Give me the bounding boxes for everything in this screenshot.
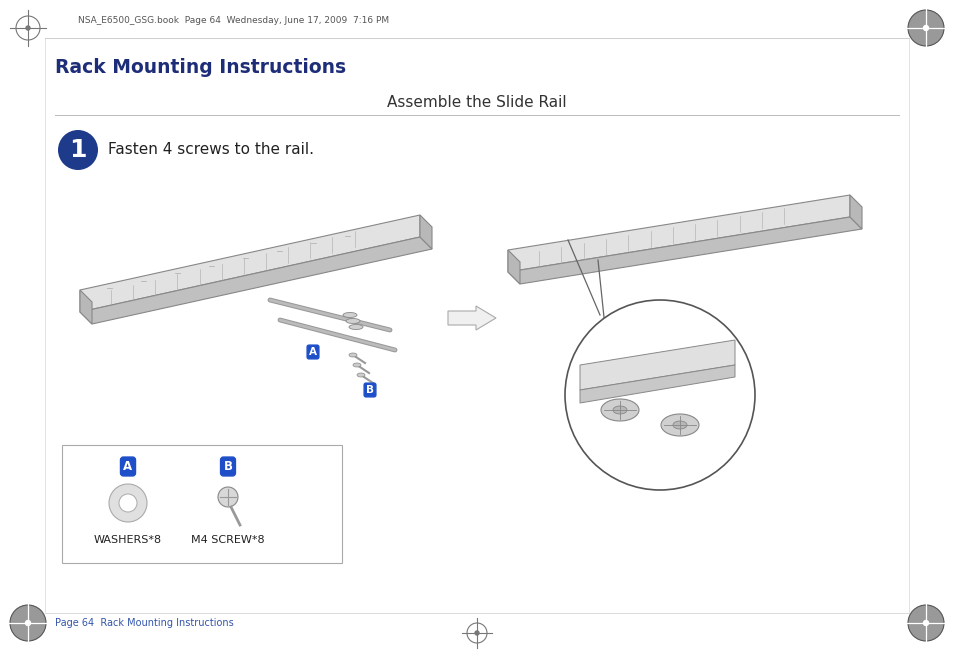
Polygon shape: [419, 215, 432, 249]
Polygon shape: [507, 250, 519, 284]
Text: Rack Mounting Instructions: Rack Mounting Instructions: [55, 58, 346, 77]
Circle shape: [26, 620, 30, 626]
Polygon shape: [849, 195, 862, 229]
Ellipse shape: [349, 324, 363, 329]
Text: A: A: [309, 347, 316, 357]
Polygon shape: [80, 237, 432, 324]
Ellipse shape: [353, 363, 360, 367]
Ellipse shape: [672, 421, 686, 429]
Circle shape: [907, 605, 943, 641]
Text: Fasten 4 screws to the rail.: Fasten 4 screws to the rail.: [108, 143, 314, 158]
Circle shape: [475, 631, 478, 635]
Ellipse shape: [349, 353, 356, 357]
Polygon shape: [80, 215, 419, 312]
Circle shape: [10, 605, 46, 641]
Circle shape: [923, 25, 927, 31]
Circle shape: [923, 620, 927, 626]
Polygon shape: [448, 306, 496, 330]
Ellipse shape: [343, 312, 356, 318]
Circle shape: [564, 300, 754, 490]
Text: M4 SCREW*8: M4 SCREW*8: [191, 535, 265, 545]
Text: A: A: [123, 460, 132, 473]
Text: 1: 1: [70, 138, 87, 162]
Text: WASHERS*8: WASHERS*8: [93, 535, 162, 545]
Polygon shape: [80, 290, 91, 324]
Ellipse shape: [660, 414, 699, 436]
Ellipse shape: [218, 487, 237, 507]
Polygon shape: [579, 340, 734, 390]
Text: B: B: [366, 385, 374, 395]
Bar: [62, 445, 341, 563]
Polygon shape: [507, 217, 862, 284]
Circle shape: [907, 10, 943, 46]
Ellipse shape: [356, 373, 365, 377]
Text: NSA_E6500_GSG.book  Page 64  Wednesday, June 17, 2009  7:16 PM: NSA_E6500_GSG.book Page 64 Wednesday, Ju…: [78, 16, 389, 25]
Polygon shape: [579, 365, 734, 403]
Ellipse shape: [346, 318, 359, 324]
Ellipse shape: [600, 399, 639, 421]
Circle shape: [109, 484, 147, 522]
Text: Page 64  Rack Mounting Instructions: Page 64 Rack Mounting Instructions: [55, 618, 233, 628]
Text: B: B: [223, 460, 233, 473]
Polygon shape: [507, 195, 849, 272]
Ellipse shape: [613, 406, 626, 414]
Circle shape: [26, 26, 30, 30]
Circle shape: [119, 494, 137, 512]
Circle shape: [58, 130, 98, 170]
Text: Assemble the Slide Rail: Assemble the Slide Rail: [387, 95, 566, 110]
